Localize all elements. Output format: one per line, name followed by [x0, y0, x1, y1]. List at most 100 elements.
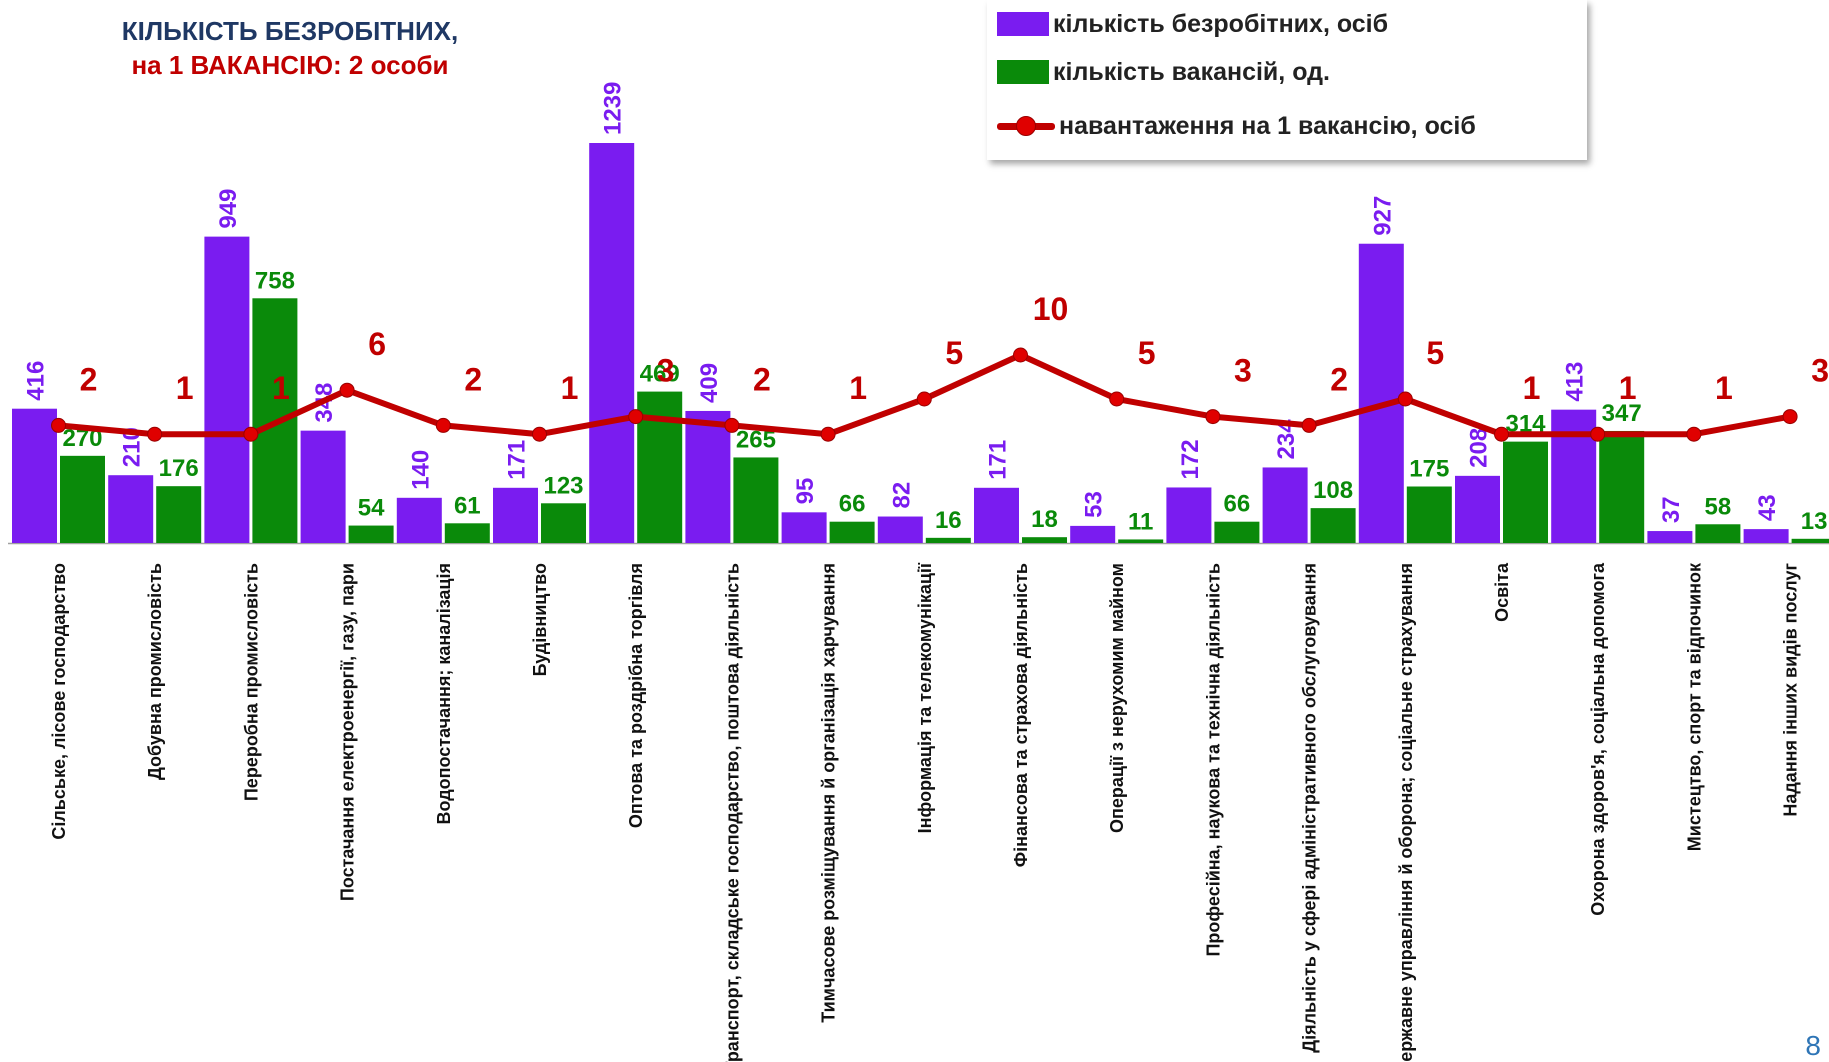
bar-unemployed	[1070, 525, 1116, 543]
bar-vacancies	[1791, 538, 1829, 543]
legend-swatch-vacancies	[997, 60, 1049, 84]
marker-load	[1782, 409, 1798, 425]
label-vacancies: 16	[935, 507, 962, 534]
bar-unemployed	[877, 516, 923, 543]
label-unemployed: 43	[1754, 494, 1781, 521]
bar-vacancies	[637, 391, 683, 543]
marker-load	[1686, 426, 1702, 442]
bar-vacancies	[1599, 430, 1645, 543]
bar-unemployed	[781, 512, 827, 543]
label-vacancies: 758	[255, 267, 295, 294]
label-vacancies: 13	[1801, 508, 1828, 535]
label-unemployed: 409	[696, 363, 723, 403]
category-label: Діяльність у сфері адміністративного обс…	[1300, 563, 1320, 1053]
legend-swatch-load	[997, 114, 1055, 138]
bar-vacancies	[829, 521, 875, 543]
label-load: 1	[176, 370, 194, 406]
bar-vacancies	[1118, 539, 1164, 543]
label-vacancies: 18	[1031, 506, 1058, 533]
label-load: 1	[1523, 370, 1541, 406]
bar-vacancies	[1503, 441, 1548, 543]
bar-vacancies	[1310, 508, 1356, 543]
bar-unemployed	[1647, 531, 1693, 543]
bar-vacancies	[156, 486, 202, 543]
label-unemployed: 416	[23, 361, 50, 401]
marker-load	[51, 417, 66, 433]
label-unemployed: 37	[1658, 496, 1685, 523]
label-unemployed: 140	[407, 450, 434, 490]
category-label: Тимчасове розміщування й організація хар…	[819, 563, 839, 1023]
bar-vacancies	[541, 503, 586, 543]
label-load: 3	[1811, 353, 1829, 389]
bar-unemployed	[1166, 487, 1212, 543]
label-vacancies: 108	[1313, 477, 1353, 504]
category-label: Освіта	[1492, 562, 1512, 622]
bar-unemployed	[1743, 529, 1789, 543]
label-vacancies: 123	[543, 472, 583, 499]
bar-unemployed	[685, 410, 731, 543]
label-load: 5	[1426, 335, 1444, 371]
marker-load	[147, 426, 163, 442]
title-line-unemployed: КІЛЬКІСТЬ БЕЗРОБІТНИХ,	[121, 16, 459, 46]
label-vacancies: 175	[1409, 456, 1449, 483]
label-load: 3	[1234, 353, 1252, 389]
label-vacancies: 58	[1705, 493, 1732, 520]
marker-load	[243, 426, 259, 442]
label-unemployed: 927	[1369, 196, 1396, 236]
label-load: 1	[561, 370, 579, 406]
label-unemployed: 171	[985, 440, 1012, 480]
label-load: 2	[80, 361, 98, 397]
bar-vacancies	[1022, 537, 1067, 543]
label-load: 2	[464, 361, 482, 397]
legend-label-load: навантаження на 1 вакансію, осіб	[1059, 111, 1476, 140]
marker-load	[1109, 391, 1125, 407]
bar-unemployed	[1358, 243, 1404, 544]
bar-vacancies	[1406, 486, 1452, 543]
category-label: Добувна промисловість	[145, 563, 165, 780]
category-label: Постачання електроенергії, газу, пари	[338, 563, 358, 901]
bar-vacancies	[1695, 524, 1741, 543]
legend-label-vacancies: кількість вакансій, од.	[1053, 57, 1330, 86]
label-vacancies: 54	[358, 495, 385, 522]
label-load: 3	[657, 353, 675, 389]
category-label: Водопостачання; каналізація	[434, 563, 454, 825]
label-unemployed: 53	[1081, 491, 1108, 518]
marker-load	[1590, 426, 1606, 442]
legend-swatch-unemployed	[997, 12, 1049, 36]
category-label: Транспорт, складське господарство, пошто…	[722, 563, 742, 1062]
legend-item-load: навантаження на 1 вакансію, осіб	[997, 106, 1476, 146]
label-unemployed: 171	[504, 440, 531, 480]
legend-label-unemployed: кількість безробітних, осіб	[1053, 9, 1389, 38]
bar-unemployed	[1262, 467, 1308, 543]
category-label: Інформація та телекомунікації	[915, 562, 935, 833]
label-vacancies: 469	[640, 361, 680, 388]
category-label: Оптова та роздрібна торгівля	[626, 563, 646, 828]
category-label: Сільське, лісове господарство	[49, 563, 69, 840]
category-label: Державне управління й оборона; соціальне…	[1396, 563, 1416, 1062]
label-unemployed: 95	[792, 478, 819, 505]
label-load: 1	[849, 370, 867, 406]
label-load: 5	[945, 335, 963, 371]
bar-vacancies	[348, 525, 394, 543]
marker-load	[1301, 417, 1317, 433]
label-load: 6	[368, 326, 386, 362]
label-load: 5	[1138, 335, 1156, 371]
bar-vacancies	[60, 455, 105, 543]
label-vacancies: 61	[454, 492, 481, 519]
marker-load	[1397, 391, 1413, 407]
bar-unemployed	[204, 236, 250, 543]
label-unemployed: 949	[215, 189, 242, 229]
chart-title: КІЛЬКІСТЬ БЕЗРОБІТНИХ, на 1 ВАКАНСІЮ: 2 …	[60, 14, 520, 82]
label-unemployed: 172	[1177, 439, 1204, 479]
label-vacancies: 66	[1224, 491, 1251, 518]
bar-unemployed	[108, 475, 154, 543]
label-load: 1	[1715, 370, 1733, 406]
bar-unemployed	[396, 497, 442, 543]
category-label: Надання інших видів послуг	[1781, 563, 1801, 817]
legend: кількість безробітних, осіб кількість ва…	[987, 0, 1587, 160]
label-unemployed: 413	[1562, 362, 1589, 402]
marker-load	[1205, 409, 1221, 425]
category-label: Фінансова та страхова діяльність	[1011, 563, 1031, 867]
category-label: Операції з нерухомим майном	[1107, 563, 1127, 833]
